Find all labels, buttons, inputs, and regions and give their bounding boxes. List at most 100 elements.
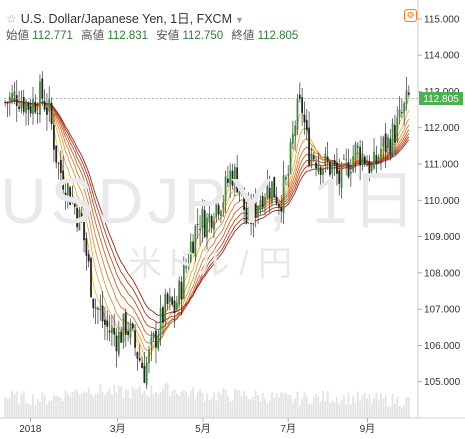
volume-bar: [66, 393, 69, 418]
volume-bar: [231, 400, 234, 418]
volume-bar: [180, 391, 183, 418]
candle-body: [87, 254, 90, 262]
volume-bar: [141, 393, 143, 418]
candle-body: [108, 330, 111, 333]
volume-bar: [189, 390, 192, 418]
candle-body: [370, 164, 373, 172]
volume-bar: [219, 395, 222, 418]
candle-body: [52, 124, 55, 150]
volume-bar: [113, 384, 116, 418]
volume-bar: [238, 390, 241, 418]
candle-body: [187, 263, 190, 267]
chevron-down-icon[interactable]: ▼: [234, 15, 244, 25]
watermark-symbol: USDJPY, 1日: [0, 165, 420, 237]
volume-bar: [136, 388, 139, 418]
candle-body: [213, 220, 215, 230]
x-tick-label: 5月: [195, 423, 211, 435]
candle-body: [315, 162, 317, 169]
settings-gear-icon[interactable]: ⚙: [404, 9, 417, 22]
candle-body: [162, 307, 164, 323]
candle-body: [391, 123, 394, 155]
volume-bar: [208, 400, 211, 418]
volume-bar: [97, 393, 99, 418]
close-value: 112.805: [257, 30, 299, 42]
volume-bar: [349, 404, 352, 418]
candle-body: [324, 153, 327, 165]
volume-bar: [301, 398, 304, 418]
candle-body: [113, 328, 116, 335]
candle-body: [359, 146, 362, 166]
last-price-label: 112.805: [423, 94, 459, 105]
volume-bar: [80, 393, 83, 418]
candle-body: [254, 197, 257, 218]
volume-bar: [120, 386, 123, 418]
volume-bar: [310, 404, 313, 418]
candle-body: [104, 319, 106, 325]
candle-body: [71, 199, 74, 202]
volume-bar: [294, 398, 297, 418]
candle-body: [124, 312, 127, 335]
volume-bar: [368, 394, 371, 418]
volume-bar: [171, 390, 174, 418]
candle-body: [206, 217, 208, 238]
volume-bar: [345, 404, 348, 418]
volume-bar: [264, 398, 266, 418]
volume-bar: [203, 401, 206, 418]
volume-bar: [55, 395, 58, 418]
time-axis[interactable]: 2018 3月 5月 7月 9月: [19, 418, 375, 435]
candle-body: [403, 103, 406, 113]
volume-bar: [48, 400, 51, 418]
volume-bar: [11, 391, 14, 418]
candle-body: [336, 162, 338, 174]
volume-bar: [76, 390, 79, 418]
volume-bar: [4, 397, 7, 418]
candle-body: [20, 101, 23, 109]
symbol-title[interactable]: U.S. Dollar/Japanese Yen, 1日, FXCM: [20, 12, 232, 26]
volume-bar: [222, 388, 225, 418]
candle-body: [69, 187, 72, 205]
volume-bar: [303, 392, 306, 418]
volume-bar: [315, 393, 317, 418]
volume-bar: [99, 383, 102, 418]
volume-bar: [352, 395, 355, 418]
candle-body: [50, 102, 53, 124]
candle-body: [36, 113, 39, 115]
volume-bar: [240, 396, 243, 418]
volume-bar: [373, 397, 375, 418]
candle-body: [266, 183, 269, 199]
volume-bar: [152, 394, 155, 418]
volume-bar: [13, 394, 16, 418]
volume-bar: [173, 389, 176, 418]
candle-body: [150, 337, 153, 346]
price-axis[interactable]: 105.000 106.000 107.000 108.000 109.000 110.0…: [418, 14, 461, 388]
volume-bar: [150, 385, 153, 418]
volume-bar: [254, 390, 257, 418]
candle-body: [245, 208, 248, 224]
candle-body: [354, 143, 357, 160]
star-icon[interactable]: ☆: [6, 12, 17, 26]
ohlc-readout: 始値 112.771 高値 112.831 安値 112.750 終値 112.…: [6, 27, 303, 43]
volume-bar: [322, 390, 324, 418]
volume-bar: [277, 397, 280, 418]
volume-bar: [236, 389, 239, 418]
candle-body: [143, 365, 146, 383]
volume-bar: [312, 396, 315, 418]
volume-bar: [331, 401, 334, 418]
candle-body: [55, 145, 58, 163]
candle-body: [199, 228, 201, 230]
candle-body: [352, 156, 355, 172]
volume-bar: [90, 394, 92, 418]
low-value: 112.750: [182, 30, 224, 42]
candle-body: [4, 101, 7, 103]
volume-bar: [393, 403, 396, 418]
volume-bar: [39, 401, 41, 418]
volume-bar: [407, 397, 410, 418]
volume-bar: [261, 392, 264, 418]
candle-body: [222, 202, 225, 209]
volume-bar: [380, 393, 382, 418]
candle-body: [261, 196, 264, 208]
volume-bar: [289, 395, 292, 418]
volume-bar: [18, 404, 21, 418]
candle-body: [178, 280, 181, 305]
